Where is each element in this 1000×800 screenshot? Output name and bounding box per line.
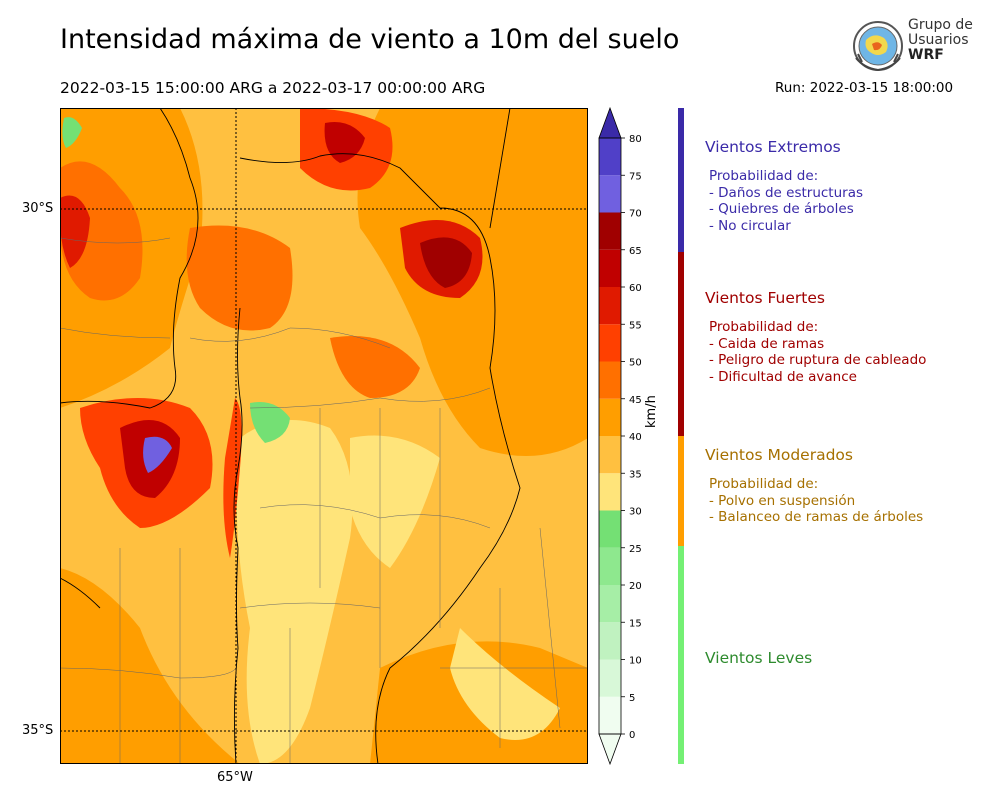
colorbar-tick-label: 65	[629, 246, 642, 257]
legend-light-title: Vientos Leves	[705, 649, 813, 667]
colorbar-segment	[599, 659, 621, 697]
colorbar-tick-label: 25	[629, 544, 642, 555]
colorbar-tick-label: 20	[629, 581, 642, 592]
colorbar-segment	[599, 473, 621, 511]
colorbar-tick-label: 55	[629, 320, 642, 331]
patch-calm-green-nw	[62, 117, 82, 148]
legend-strong: Vientos Fuertes Probabilidad de: - Caida…	[705, 289, 926, 385]
patch-north-darkred	[324, 122, 365, 163]
map-frame	[60, 108, 588, 764]
colorbar-segment	[599, 510, 621, 548]
patch-nw-orange	[60, 161, 143, 301]
colorbar-segment	[599, 138, 621, 176]
colorbar-segment	[599, 175, 621, 213]
legend-moderate-title: Vientos Moderados	[705, 446, 853, 464]
colorbar-tick-label: 40	[629, 432, 642, 443]
legend-extreme-title: Vientos Extremos	[705, 138, 841, 156]
ridge-red	[223, 398, 242, 558]
graticule	[60, 108, 588, 764]
colorbar-tick-label: 15	[629, 618, 642, 629]
colorbar-tick-label: 60	[629, 283, 642, 294]
legend-strong-title: Vientos Fuertes	[705, 289, 825, 307]
colorbar-segment	[599, 547, 621, 585]
patch-east-darkred	[420, 237, 472, 288]
patch-extreme-purple	[143, 436, 172, 473]
legend-extreme: Vientos Extremos Probabilidad de: - Daño…	[705, 138, 863, 234]
patch-mid-orange	[330, 336, 420, 398]
legend-bar-moderate	[678, 436, 684, 546]
globe-icon	[853, 21, 903, 72]
colorbar-segment	[599, 324, 621, 362]
colorbar: 0 5 10 15 20 25 30 35 40 45 50 55 60 65 70 75 80	[598, 106, 642, 766]
colorbar-tick-label: 0	[629, 730, 635, 741]
colorbar-tick-label: 30	[629, 507, 642, 518]
legend-light: Vientos Leves	[705, 649, 812, 667]
colorbar-tick-label: 35	[629, 469, 642, 480]
wrf-logo: Grupo de Usuarios WRF	[850, 18, 980, 74]
field-sw-40-45	[60, 568, 240, 764]
legend-bar-extreme	[678, 108, 684, 252]
colorbar-segment	[599, 585, 621, 623]
colorbar-tick-label: 80	[629, 134, 642, 145]
patch-center-orange	[186, 225, 293, 331]
wind-map[interactable]	[60, 108, 588, 764]
colorbar-segment	[599, 249, 621, 287]
lat-label-30s: 30°S	[22, 201, 54, 216]
legend-moderate: Vientos Moderados Probabilidad de: - Pol…	[705, 446, 923, 526]
province-lines	[60, 237, 588, 764]
field-center-east-30-35	[350, 435, 440, 568]
colorbar-segment	[599, 212, 621, 250]
colorbar-segment	[599, 361, 621, 399]
legend-extreme-text: Probabilidad de: - Daños de estructuras …	[709, 168, 864, 234]
legend-moderate-text: Probabilidad de: - Polvo en suspensión -…	[709, 476, 924, 525]
forecast-period: 2022-03-15 15:00:00 ARG a 2022-03-17 00:…	[60, 79, 486, 97]
colorbar-tick-label: 70	[629, 209, 642, 220]
chart-title: Intensidad máxima de viento a 10m del su…	[60, 24, 680, 55]
legend-bar-light	[678, 546, 684, 764]
logo-text: Grupo de Usuarios WRF	[908, 17, 973, 63]
run-time: Run: 2022-03-15 18:00:00	[775, 80, 954, 96]
patch-calm-green	[250, 402, 290, 443]
colorbar-segment	[599, 287, 621, 325]
colorbar-segment	[599, 436, 621, 474]
lon-label-65w: 65°W	[217, 770, 253, 785]
colorbar-max-extension	[598, 106, 622, 139]
field-se-30-35	[450, 628, 560, 740]
colorbar-segment	[599, 398, 621, 436]
country-borders	[60, 108, 521, 764]
colorbar-segment	[599, 696, 621, 734]
colorbar-segment	[599, 622, 621, 660]
colorbar-tick-label: 5	[629, 693, 635, 704]
legend-strong-text: Probabilidad de: - Caida de ramas - Peli…	[709, 319, 927, 385]
colorbar-tick-label: 75	[629, 171, 642, 182]
colorbar-tick-label: 50	[629, 358, 642, 369]
lat-label-35s: 35°S	[22, 723, 54, 738]
colorbar-tick-label: 45	[629, 395, 642, 406]
colorbar-min-extension	[598, 733, 622, 766]
colorbar-unit-label: km/h	[644, 395, 659, 428]
legend-bar-strong	[678, 252, 684, 436]
colorbar-tick-label: 10	[629, 656, 642, 667]
patch-nw-red	[60, 195, 90, 268]
